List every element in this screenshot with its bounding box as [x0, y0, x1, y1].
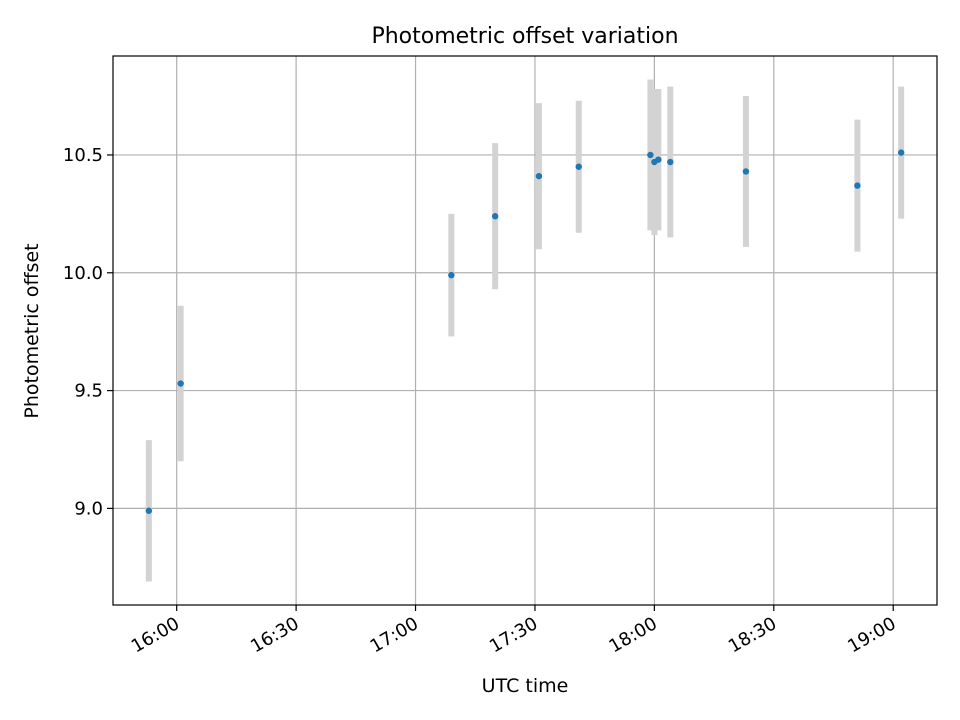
- x-axis-label: UTC time: [482, 675, 569, 697]
- x-tick-label: 16:00: [128, 613, 183, 657]
- data-point: [448, 271, 455, 279]
- x-tick-label: 17:30: [486, 613, 541, 657]
- x-tick-label: 18:00: [605, 613, 660, 657]
- x-tick-label: 17:00: [367, 613, 422, 657]
- data-point: [897, 149, 905, 156]
- data-point: [491, 213, 499, 220]
- plot-frame: [112, 55, 938, 606]
- y-tick-label: 9.5: [74, 381, 103, 402]
- x-tick-label: 18:30: [725, 613, 780, 657]
- data-point: [535, 172, 543, 180]
- data-point: [854, 182, 861, 189]
- x-axis: 16:00 16:30 17:00 17:30 18:00 18:30 19:00: [128, 605, 900, 657]
- chart-title: Photometric offset variation: [371, 24, 678, 49]
- y-axis-label: Photometric offset: [21, 243, 43, 418]
- data-point: [575, 163, 582, 170]
- data-point: [655, 156, 662, 163]
- data-marks: [145, 79, 905, 582]
- y-axis: 9.0 9.5 10.0 10.5: [63, 145, 113, 519]
- y-tick-label: 9.0: [74, 498, 103, 519]
- x-tick-label: 19:00: [844, 613, 899, 657]
- data-point: [667, 158, 674, 166]
- data-point: [177, 380, 184, 387]
- x-tick-label: 16:30: [247, 613, 302, 657]
- y-tick-label: 10.0: [63, 263, 103, 284]
- grid: [113, 56, 937, 605]
- y-tick-label: 10.5: [63, 145, 103, 166]
- data-point: [647, 151, 654, 159]
- data-point: [742, 168, 750, 175]
- data-point: [145, 507, 153, 514]
